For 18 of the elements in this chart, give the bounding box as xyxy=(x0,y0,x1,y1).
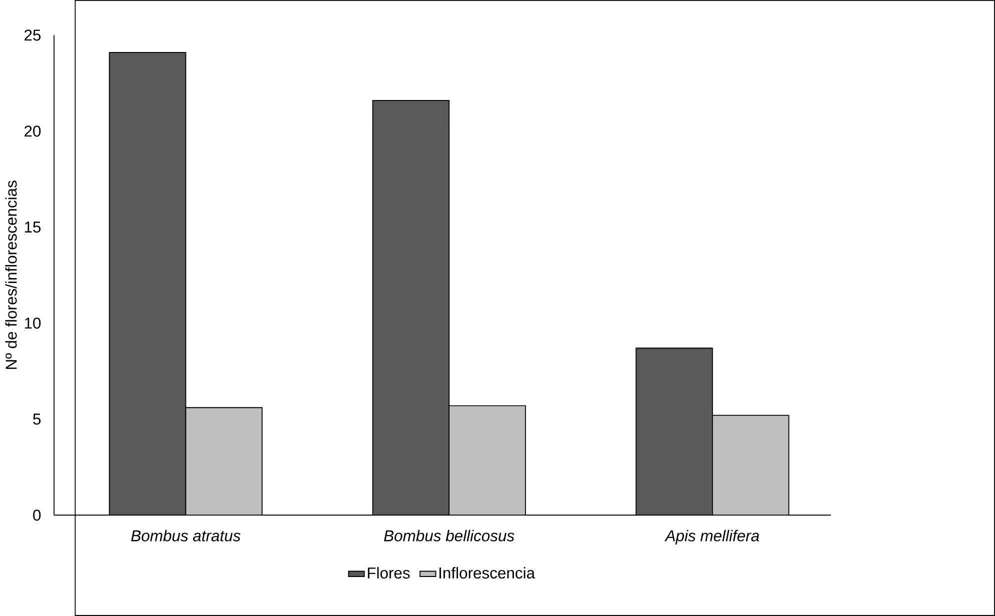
y-tick-label: 5 xyxy=(33,414,41,425)
bar xyxy=(636,348,713,516)
bar xyxy=(449,406,526,516)
y-tick-label: 10 xyxy=(24,318,41,329)
legend-label: Inflorescencia xyxy=(439,567,536,579)
y-tick-label: 25 xyxy=(24,30,41,41)
x-tick-label: Bombus atratus xyxy=(131,530,240,542)
bar xyxy=(372,100,450,516)
legend-label: Flores xyxy=(368,567,410,579)
x-tick-label: Apis mellifera xyxy=(664,530,760,544)
bar xyxy=(109,52,186,516)
bar xyxy=(712,414,790,516)
y-tick-label: 15 xyxy=(24,222,41,233)
x-tick-label: Bombus bellicosus xyxy=(384,530,514,542)
bar xyxy=(186,408,262,516)
y-tick-label: 20 xyxy=(24,126,41,137)
y-axis-title: Nº de flores/inflorescencias xyxy=(5,180,17,369)
y-tick-label: 0 xyxy=(33,510,41,521)
